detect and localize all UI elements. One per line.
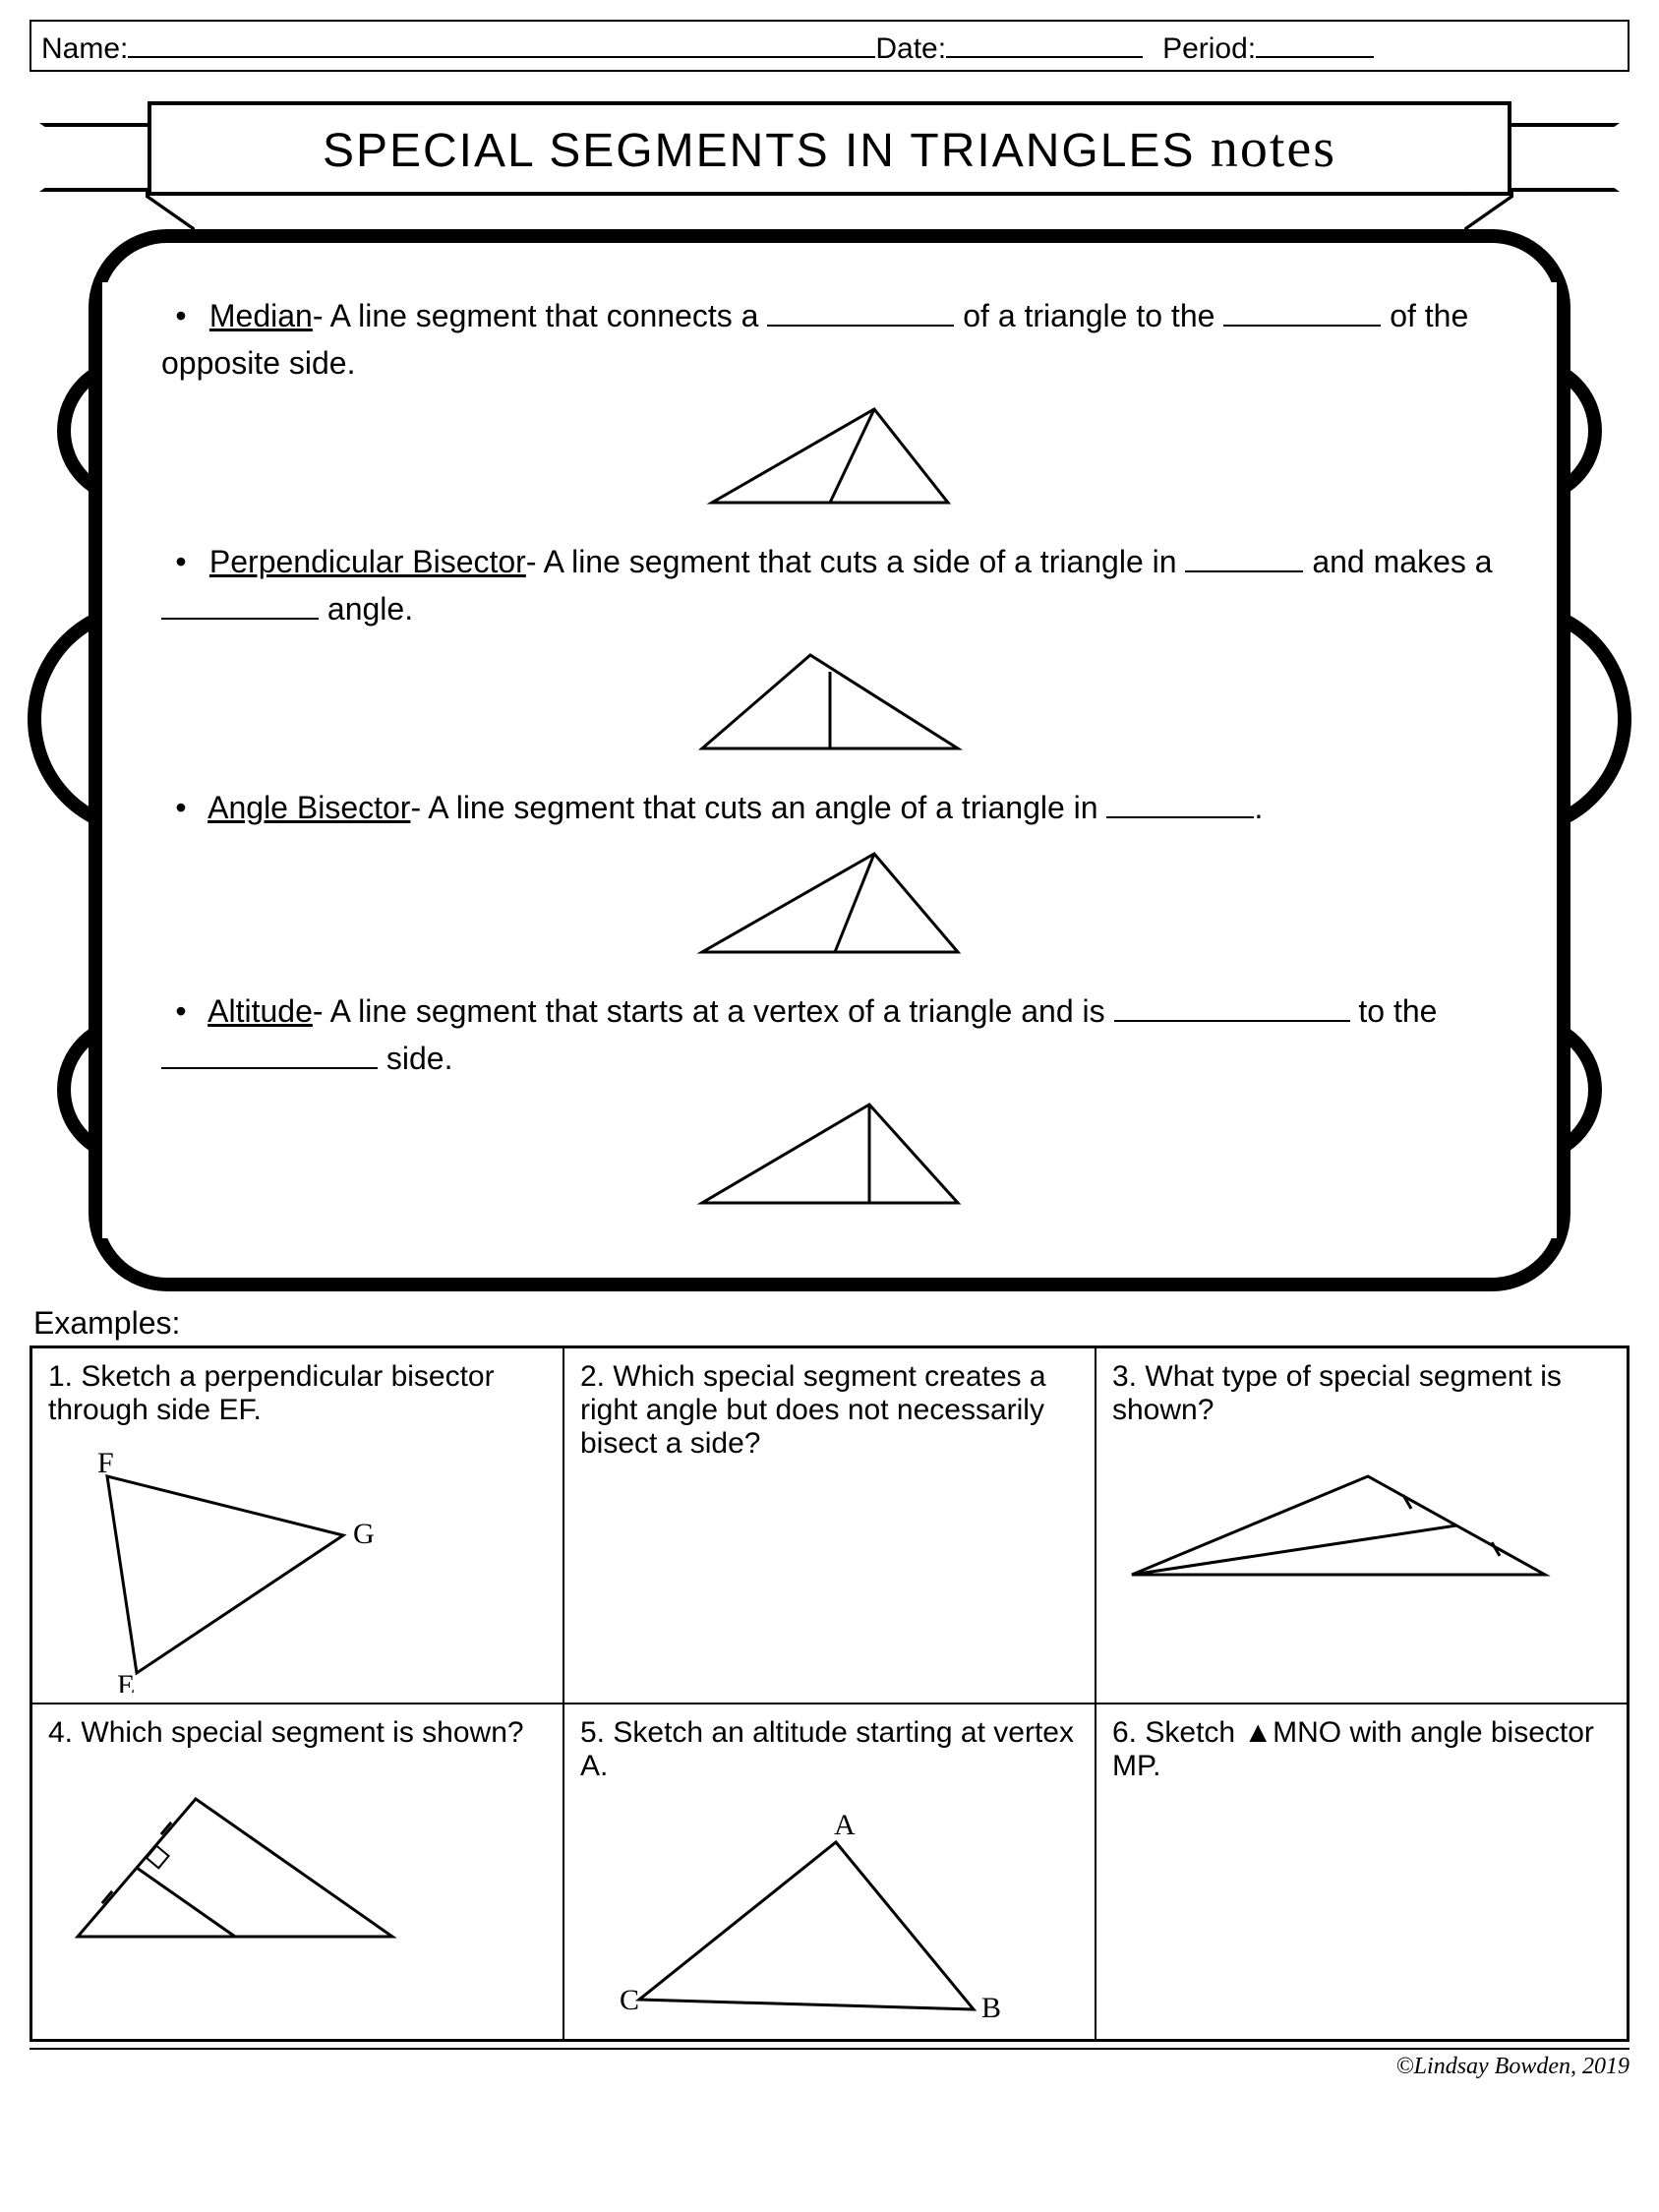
example-text: Sketch ▲MNO with angle bisector MP. xyxy=(1112,1716,1594,1782)
fill-blank[interactable] xyxy=(161,588,319,620)
example-text: What type of special segment is shown? xyxy=(1112,1360,1562,1426)
example-cell: 1. Sketch a perpendicular bisector throu… xyxy=(31,1347,563,1704)
example-number: 3. xyxy=(1112,1360,1137,1393)
fill-blank[interactable] xyxy=(161,1038,378,1069)
fill-blank[interactable] xyxy=(1185,541,1303,572)
examples-grid: 1. Sketch a perpendicular bisector throu… xyxy=(30,1345,1629,2042)
copyright-footer: ©Lindsay Bowden, 2019 xyxy=(30,2048,1629,2080)
example-number: 5. xyxy=(580,1716,605,1749)
definition-term: Altitude xyxy=(207,993,313,1029)
notes-frame-wrap: • Median- A line segment that connects a… xyxy=(89,229,1570,1291)
triangle-diagram xyxy=(682,839,978,962)
definition-term: Perpendicular Bisector xyxy=(209,544,526,579)
example-text: Sketch a perpendicular bisector through … xyxy=(48,1360,495,1426)
example-cell: 4. Which special segment is shown? xyxy=(31,1704,563,2040)
period-label: Period: xyxy=(1162,32,1256,66)
triangle-diagram xyxy=(682,640,978,758)
svg-text:A: A xyxy=(834,1809,856,1841)
svg-text:G: G xyxy=(353,1518,375,1550)
definition-item: • Altitude- A line segment that starts a… xyxy=(161,987,1498,1082)
example-text: Which special segment creates a right an… xyxy=(580,1360,1046,1460)
definition-term: Median xyxy=(209,298,313,333)
period-line[interactable] xyxy=(1256,26,1374,58)
example-cell: 6. Sketch ▲MNO with angle bisector MP. xyxy=(1096,1704,1628,2040)
date-label: Date: xyxy=(875,32,946,66)
example-number: 1. xyxy=(48,1360,73,1393)
name-label: Name: xyxy=(41,32,128,66)
svg-text:C: C xyxy=(620,1984,639,2016)
example-diagram xyxy=(1112,1437,1565,1594)
definition-item: • Angle Bisector- A line segment that cu… xyxy=(161,784,1498,831)
title-banner: SPECIAL SEGMENTS IN TRIANGLES notes xyxy=(30,101,1629,219)
example-number: 6. xyxy=(1112,1716,1137,1749)
definition-term: Angle Bisector xyxy=(207,790,410,825)
svg-text:B: B xyxy=(981,1992,1001,2024)
example-text: Which special segment is shown? xyxy=(81,1716,523,1749)
example-cell: 5. Sketch an altitude starting at vertex… xyxy=(563,1704,1096,2040)
notes-frame: • Median- A line segment that connects a… xyxy=(89,229,1570,1291)
date-line[interactable] xyxy=(946,26,1143,58)
banner-title-script: notes xyxy=(1211,118,1336,179)
example-diagram xyxy=(48,1760,422,1956)
banner-title-main: SPECIAL SEGMENTS IN TRIANGLES xyxy=(323,125,1211,177)
definition-item: • Median- A line segment that connects a… xyxy=(161,292,1498,387)
examples-label: Examples: xyxy=(33,1305,1626,1342)
svg-text:F: F xyxy=(97,1447,114,1479)
triangle-diagram xyxy=(692,394,968,512)
fill-blank[interactable] xyxy=(1223,295,1381,327)
example-text: Sketch an altitude starting at vertex A. xyxy=(580,1716,1074,1782)
example-cell: 2. Which special segment creates a right… xyxy=(563,1347,1096,1704)
example-number: 2. xyxy=(580,1360,605,1393)
triangle-diagram xyxy=(682,1090,978,1213)
fill-blank[interactable] xyxy=(1114,990,1350,1022)
svg-text:E: E xyxy=(117,1669,135,1693)
example-diagram: F G E xyxy=(48,1437,383,1693)
definition-item: • Perpendicular Bisector- A line segment… xyxy=(161,538,1498,632)
worksheet-header: Name: Date: Period: xyxy=(30,20,1629,72)
example-cell: 3. What type of special segment is shown… xyxy=(1096,1347,1628,1704)
banner-title-box: SPECIAL SEGMENTS IN TRIANGLES notes xyxy=(148,101,1511,196)
fill-blank[interactable] xyxy=(767,295,954,327)
name-line[interactable] xyxy=(128,26,875,58)
fill-blank[interactable] xyxy=(1106,787,1254,818)
example-diagram: A B C xyxy=(580,1793,1013,2029)
example-number: 4. xyxy=(48,1716,73,1749)
